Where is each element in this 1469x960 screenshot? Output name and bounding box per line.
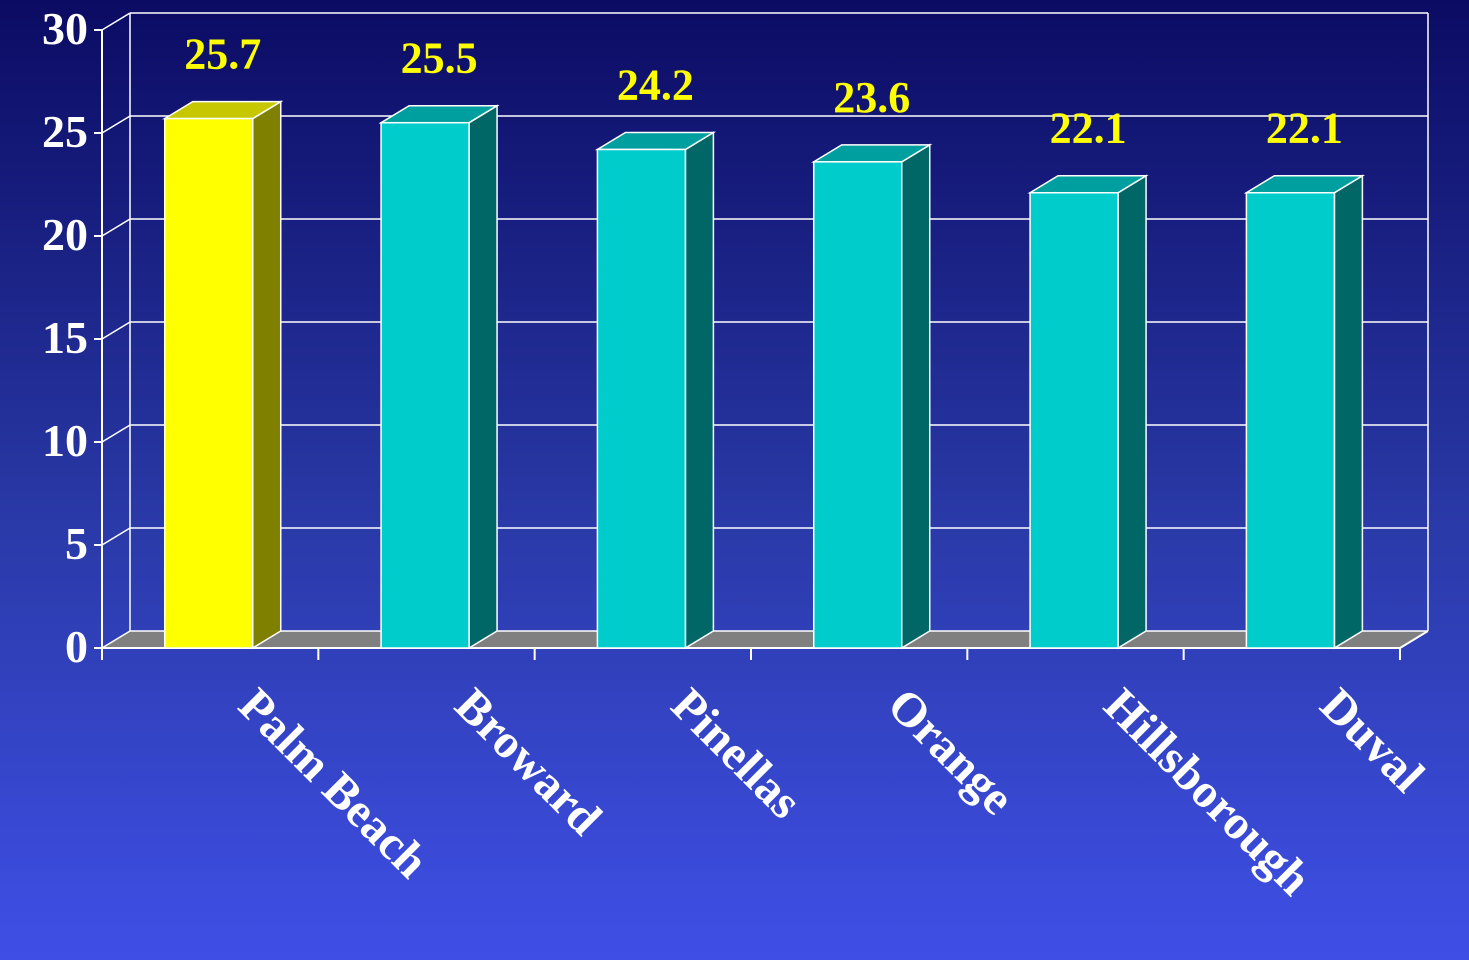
- x-tick-label-5: Duval: [1310, 678, 1434, 802]
- data-label-2: 24.2: [617, 60, 694, 109]
- data-label-4: 22.1: [1050, 104, 1127, 153]
- bar-side-1: [468, 104, 498, 650]
- bar-side-2: [684, 131, 715, 650]
- bar-5: [1245, 191, 1336, 649]
- chart-floor: [100, 630, 1430, 649]
- data-label-5: 22.1: [1266, 104, 1343, 153]
- side-gridline-5: [101, 115, 131, 134]
- bar-4: [1029, 191, 1119, 649]
- side-gridline-0: [101, 630, 131, 649]
- x-axis-depth-edge: [1399, 630, 1429, 649]
- x-tick-label-2: Pinellas: [661, 678, 812, 829]
- side-gridline-3: [101, 321, 131, 340]
- y-tick-label-4: 20: [42, 209, 88, 260]
- y-tick-label-3: 15: [42, 312, 88, 363]
- side-gridline-1: [101, 527, 131, 546]
- y-tick-label-5: 25: [42, 106, 88, 157]
- bar-side-4: [1117, 174, 1147, 650]
- y-tick-label-1: 5: [65, 518, 88, 569]
- y-tick-label-0: 0: [65, 621, 88, 672]
- bar-1: [380, 121, 470, 649]
- bar-0: [163, 117, 254, 649]
- bar-side-0: [251, 100, 282, 650]
- x-tick-label-1: Broward: [445, 678, 612, 845]
- data-label-1: 25.5: [401, 34, 478, 83]
- x-tick-label-0: Palm Beach: [228, 678, 438, 888]
- side-gridline-2: [101, 424, 131, 443]
- x-tick-label-4: Hillsborough: [1094, 678, 1321, 905]
- bar-2: [596, 148, 687, 649]
- y-tick-label-6: 30: [42, 3, 88, 54]
- x-tick-label-3: Orange: [877, 678, 1024, 825]
- side-gridline-4: [101, 218, 131, 237]
- bar-side-5: [1333, 174, 1364, 650]
- y-tick-label-2: 10: [42, 415, 88, 466]
- side-gridline-6: [101, 12, 131, 31]
- bar-side-3: [900, 143, 931, 650]
- data-label-0: 25.7: [184, 30, 261, 79]
- data-label-3: 23.6: [833, 73, 910, 122]
- bar-3: [812, 161, 903, 649]
